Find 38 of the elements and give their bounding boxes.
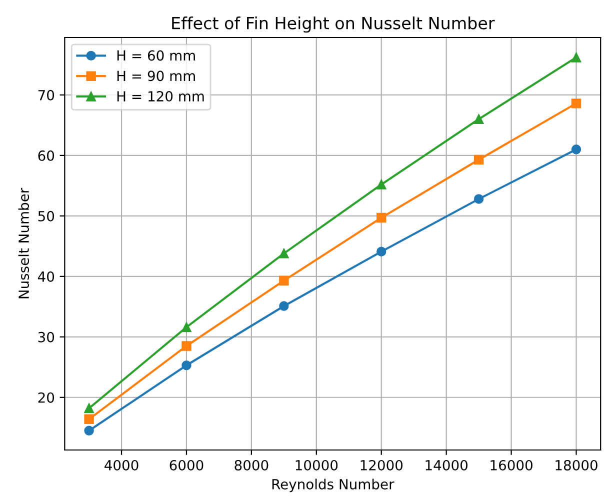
x-tick-label: 12000 [360,460,403,470]
point [376,212,386,223]
x-axis-title: Reynolds Number [272,478,394,492]
y-axis-title: Nusselt Number [18,188,30,298]
point [474,194,484,204]
point [279,276,289,286]
x-tick-label: 8000 [234,460,268,470]
legend-label: H = 60 mm [117,50,195,61]
x-tick-label: 16000 [490,460,532,470]
x-tick-label: 6000 [170,460,204,470]
point [376,180,386,190]
x-tick-label: 14000 [426,460,468,470]
chart-title: Effect of Fin Height on Nusselt Number [172,16,495,33]
x-tick-label: 10000 [296,460,338,470]
point [571,144,582,154]
y-tick-label: 40 [38,271,54,282]
point [279,301,289,311]
point [84,403,94,414]
point [376,246,386,256]
x-tick-label: 4000 [104,460,138,470]
y-tick-label: 70 [38,90,54,100]
point [571,52,582,62]
legend-label: H = 90 mm [117,70,195,82]
point [571,98,582,108]
y-tick-label: 50 [38,210,54,222]
point [279,248,289,258]
point [182,322,192,332]
point [474,114,484,124]
y-tick-label: 20 [38,392,54,403]
y-tick-label: 60 [38,150,54,161]
point [474,154,484,165]
y-tick-label: 30 [38,332,54,342]
x-tick-label: 18000 [556,460,598,470]
point [182,341,192,351]
point [182,360,192,370]
legend-label: H = 120 mm [117,91,204,102]
point [84,414,94,424]
point [84,426,94,436]
